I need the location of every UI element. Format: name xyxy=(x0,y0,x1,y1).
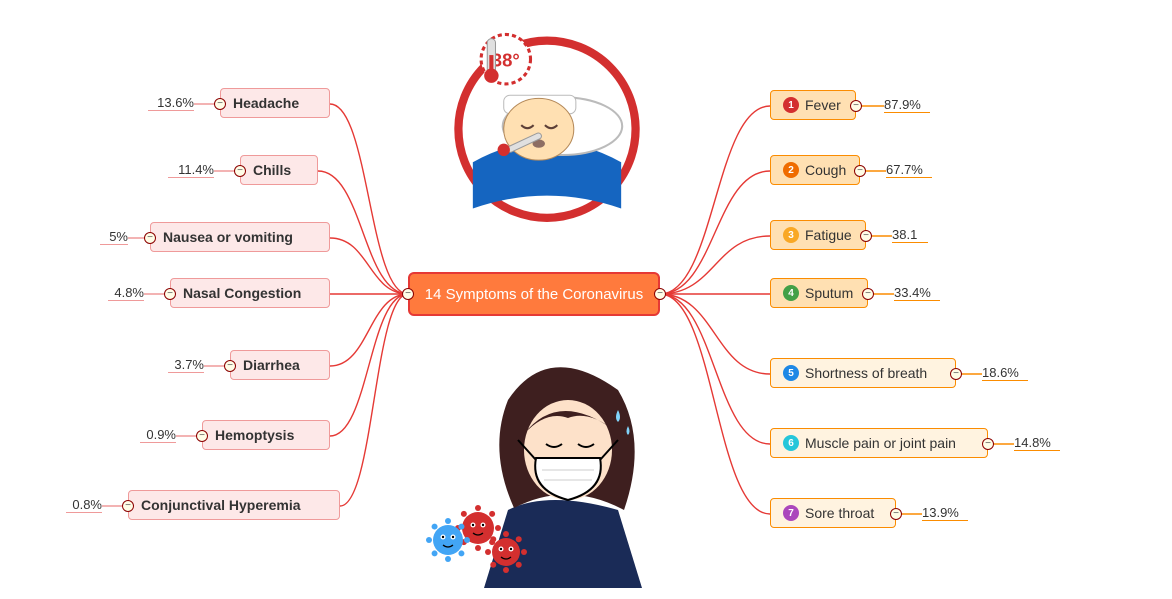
percentage-label: 13.9% xyxy=(922,505,968,521)
collapse-toggle-right[interactable]: − xyxy=(654,288,666,300)
percentage-label: 87.9% xyxy=(884,97,930,113)
symptom-label: Chills xyxy=(253,162,291,178)
percentage-label: 13.6% xyxy=(148,95,194,111)
collapse-toggle[interactable]: − xyxy=(854,165,866,177)
rank-badge: 1 xyxy=(783,97,799,113)
percentage-label: 3.7% xyxy=(168,357,204,373)
symptom-node[interactable]: Nasal Congestion xyxy=(170,278,330,308)
percentage-label: 0.9% xyxy=(140,427,176,443)
collapse-toggle[interactable]: − xyxy=(862,288,874,300)
percentage-label: 5% xyxy=(100,229,128,245)
collapse-toggle[interactable]: − xyxy=(164,288,176,300)
collapse-toggle[interactable]: − xyxy=(850,100,862,112)
collapse-toggle[interactable]: − xyxy=(950,368,962,380)
collapse-toggle[interactable]: − xyxy=(234,165,246,177)
percentage-label: 11.4% xyxy=(168,162,214,178)
rank-badge: 3 xyxy=(783,227,799,243)
symptom-node[interactable]: Hemoptysis xyxy=(202,420,330,450)
percentage-label: 14.8% xyxy=(1014,435,1060,451)
collapse-toggle[interactable]: − xyxy=(214,98,226,110)
symptom-node[interactable]: 4 Sputum xyxy=(770,278,868,308)
percentage-label: 33.4% xyxy=(894,285,940,301)
collapse-toggle[interactable]: − xyxy=(890,508,902,520)
symptom-node[interactable]: 5 Shortness of breath xyxy=(770,358,956,388)
collapse-toggle[interactable]: − xyxy=(982,438,994,450)
collapse-toggle[interactable]: − xyxy=(860,230,872,242)
symptom-node[interactable]: 7 Sore throat xyxy=(770,498,896,528)
center-node[interactable]: 14 Symptoms of the Coronavirus xyxy=(408,272,660,316)
symptom-node[interactable]: 3 Fatigue xyxy=(770,220,866,250)
percentage-label: 18.6% xyxy=(982,365,1028,381)
rank-badge: 6 xyxy=(783,435,799,451)
symptom-label: Fatigue xyxy=(805,227,852,243)
symptom-node[interactable]: Nausea or vomiting xyxy=(150,222,330,252)
rank-badge: 2 xyxy=(783,162,799,178)
symptom-label: Muscle pain or joint pain xyxy=(805,435,956,451)
symptom-label: Nausea or vomiting xyxy=(163,229,293,245)
percentage-label: 38.1 xyxy=(892,227,928,243)
symptom-label: Cough xyxy=(805,162,846,178)
mindmap-canvas: 14 Symptoms of the Coronavirus−−1Fever−8… xyxy=(0,0,1172,599)
symptom-node[interactable]: Headache xyxy=(220,88,330,118)
collapse-toggle[interactable]: − xyxy=(144,232,156,244)
rank-badge: 5 xyxy=(783,365,799,381)
symptom-label: Nasal Congestion xyxy=(183,285,301,301)
percentage-label: 4.8% xyxy=(108,285,144,301)
symptom-label: Shortness of breath xyxy=(805,365,927,381)
symptom-node[interactable]: Conjunctival Hyperemia xyxy=(128,490,340,520)
rank-badge: 4 xyxy=(783,285,799,301)
percentage-label: 67.7% xyxy=(886,162,932,178)
symptom-label: Hemoptysis xyxy=(215,427,294,443)
rank-badge: 7 xyxy=(783,505,799,521)
symptom-label: Sputum xyxy=(805,285,853,301)
collapse-toggle[interactable]: − xyxy=(224,360,236,372)
symptom-label: Diarrhea xyxy=(243,357,300,373)
symptom-node[interactable]: Diarrhea xyxy=(230,350,330,380)
symptom-label: Headache xyxy=(233,95,299,111)
center-label: 14 Symptoms of the Coronavirus xyxy=(425,286,643,303)
symptom-node[interactable]: 1 Fever xyxy=(770,90,856,120)
symptom-node[interactable]: 2 Cough xyxy=(770,155,860,185)
mask-illustration xyxy=(418,340,678,588)
symptom-node[interactable]: 6 Muscle pain or joint pain xyxy=(770,428,988,458)
symptom-node[interactable]: Chills xyxy=(240,155,318,185)
collapse-toggle[interactable]: − xyxy=(122,500,134,512)
fever-illustration: 38° xyxy=(444,18,650,224)
symptom-label: Fever xyxy=(805,97,841,113)
symptom-label: Conjunctival Hyperemia xyxy=(141,497,301,513)
collapse-toggle[interactable]: − xyxy=(196,430,208,442)
symptom-label: Sore throat xyxy=(805,505,874,521)
percentage-label: 0.8% xyxy=(66,497,102,513)
collapse-toggle-left[interactable]: − xyxy=(402,288,414,300)
